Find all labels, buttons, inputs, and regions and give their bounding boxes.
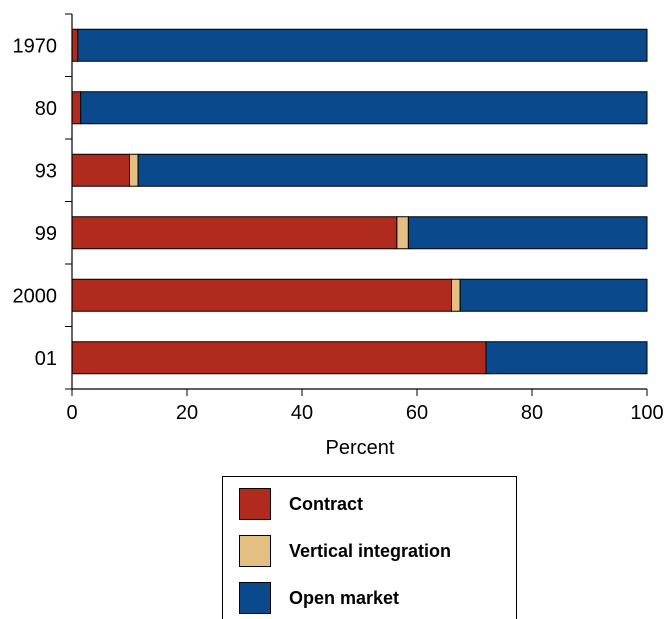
x-axis-label: Percent bbox=[326, 437, 395, 459]
legend-item-contract: Contract bbox=[239, 487, 363, 521]
legend-swatch-open-market bbox=[239, 582, 271, 614]
y-tick-label: 93 bbox=[35, 160, 57, 182]
bar-contract-2000 bbox=[71, 278, 452, 312]
legend-label-contract: Contract bbox=[289, 493, 364, 514]
bar-open-market-93 bbox=[137, 153, 648, 187]
bar-open-market-99 bbox=[407, 216, 648, 250]
x-tick-label: 40 bbox=[291, 402, 313, 424]
x-tick-label: 100 bbox=[630, 402, 663, 424]
x-tick-label: 80 bbox=[521, 402, 543, 424]
axis-group: 0 20 40 60 80 100 bbox=[65, 13, 664, 424]
legend-item-vertical-integration: Vertical integration bbox=[239, 534, 451, 568]
bar-vertical-integration-93 bbox=[129, 153, 139, 187]
x-tick-label: 60 bbox=[406, 402, 428, 424]
bar-vertical-integration-2000 bbox=[451, 278, 461, 312]
bar-contract-80 bbox=[71, 91, 82, 125]
bar-open-market-80 bbox=[80, 91, 648, 125]
chart: 1970 80 93 99 2000 01 0 20 40 60 80 100 Percent bbox=[13, 13, 664, 459]
legend-swatch-contract bbox=[239, 488, 271, 520]
bars-group bbox=[71, 28, 648, 375]
x-tick-label: 20 bbox=[176, 402, 198, 424]
bar-open-market-1970 bbox=[77, 28, 648, 62]
legend: Contract Vertical integration Open marke… bbox=[222, 476, 517, 619]
bar-open-market-2000 bbox=[459, 278, 648, 312]
bar-contract-93 bbox=[71, 153, 130, 187]
bar-contract-99 bbox=[71, 216, 398, 250]
legend-swatch-vertical-integration bbox=[239, 535, 271, 567]
bar-vertical-integration-99 bbox=[396, 216, 409, 250]
legend-item-open-market: Open market bbox=[239, 581, 399, 615]
bar-open-market-01 bbox=[485, 341, 648, 375]
x-tick-label: 0 bbox=[66, 402, 77, 424]
y-tick-label: 2000 bbox=[13, 285, 58, 307]
y-tick-label: 1970 bbox=[13, 35, 58, 57]
bar-contract-01 bbox=[71, 341, 487, 375]
legend-label-open-market: Open market bbox=[289, 587, 400, 608]
y-tick-label: 99 bbox=[35, 223, 57, 245]
y-tick-label: 01 bbox=[35, 348, 57, 370]
bar-contract-1970 bbox=[71, 28, 79, 62]
legend-label-vertical-integration: Vertical integration bbox=[289, 540, 452, 561]
y-tick-labels: 1970 80 93 99 2000 01 bbox=[13, 35, 58, 370]
y-tick-label: 80 bbox=[35, 98, 57, 120]
